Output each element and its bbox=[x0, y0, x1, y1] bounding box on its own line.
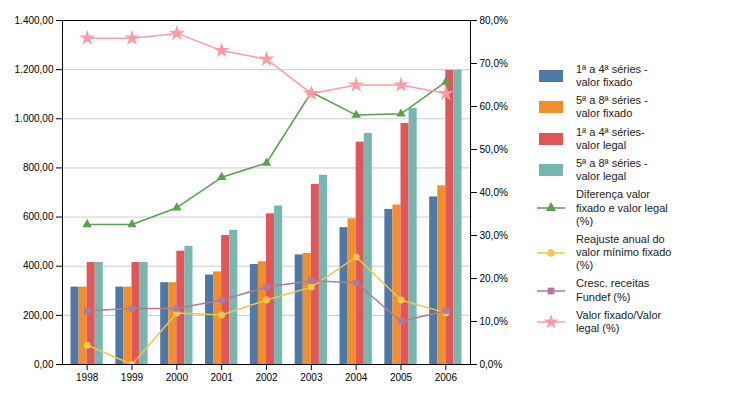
svg-text:2000: 2000 bbox=[166, 372, 189, 383]
html-text:Cresc. receitas Fundef (%): Cresc. receitas Fundef (%) bbox=[576, 277, 650, 303]
html-text:Valor fixado/Valor legal (%): Valor fixado/Valor legal (%) bbox=[576, 308, 662, 334]
svg-text:600,00: 600,00 bbox=[23, 211, 54, 222]
svg-text:200,00: 200,00 bbox=[23, 310, 54, 321]
html-text:1ª a 4ª séries - valor fixado: 1ª a 4ª séries - valor fixado bbox=[576, 62, 648, 88]
svg-text:70,0%: 70,0% bbox=[480, 58, 508, 69]
svg-text:2005: 2005 bbox=[390, 372, 413, 383]
svg-text:0,00: 0,00 bbox=[34, 359, 54, 370]
svg-text:10,0%: 10,0% bbox=[480, 316, 508, 327]
html-text:5ª a 8ª séries - valor fixado: 5ª a 8ª séries - valor fixado bbox=[576, 94, 648, 120]
svg-text:2002: 2002 bbox=[255, 372, 278, 383]
svg-text:30,0%: 30,0% bbox=[480, 230, 508, 241]
svg-text:60,0%: 60,0% bbox=[480, 101, 508, 112]
svg-text:20,0%: 20,0% bbox=[480, 273, 508, 284]
html-text:1ª a 4ª séries- valor legal: 1ª a 4ª séries- valor legal bbox=[576, 125, 645, 151]
svg-text:0,0%: 0,0% bbox=[480, 359, 503, 370]
svg-text:800,00: 800,00 bbox=[23, 162, 54, 173]
svg-text:1998: 1998 bbox=[76, 372, 99, 383]
html-text:5ª a 8ª séries - valor legal: 5ª a 8ª séries - valor legal bbox=[576, 156, 648, 183]
svg-text:1.000,00: 1.000,00 bbox=[15, 113, 54, 124]
svg-text:2003: 2003 bbox=[300, 372, 323, 383]
svg-text:1.200,00: 1.200,00 bbox=[15, 64, 54, 75]
svg-text:80,0%: 80,0% bbox=[480, 15, 508, 26]
svg-text:2004: 2004 bbox=[345, 372, 368, 383]
html-text:Diferença valor fixado e valor: Diferença valor fixado e valor legal (%) bbox=[576, 188, 668, 227]
svg-text:50,0%: 50,0% bbox=[480, 144, 508, 155]
html-text:Reajuste anual do valor mínimo: Reajuste anual do valor mínimo fixado (%… bbox=[576, 232, 672, 272]
svg-text:2006: 2006 bbox=[435, 372, 458, 383]
svg-text:1.400,00: 1.400,00 bbox=[15, 15, 54, 26]
svg-text:400,00: 400,00 bbox=[23, 260, 54, 271]
svg-text:40,0%: 40,0% bbox=[480, 187, 508, 198]
svg-text:2001: 2001 bbox=[211, 372, 234, 383]
svg-text:1999: 1999 bbox=[121, 372, 144, 383]
